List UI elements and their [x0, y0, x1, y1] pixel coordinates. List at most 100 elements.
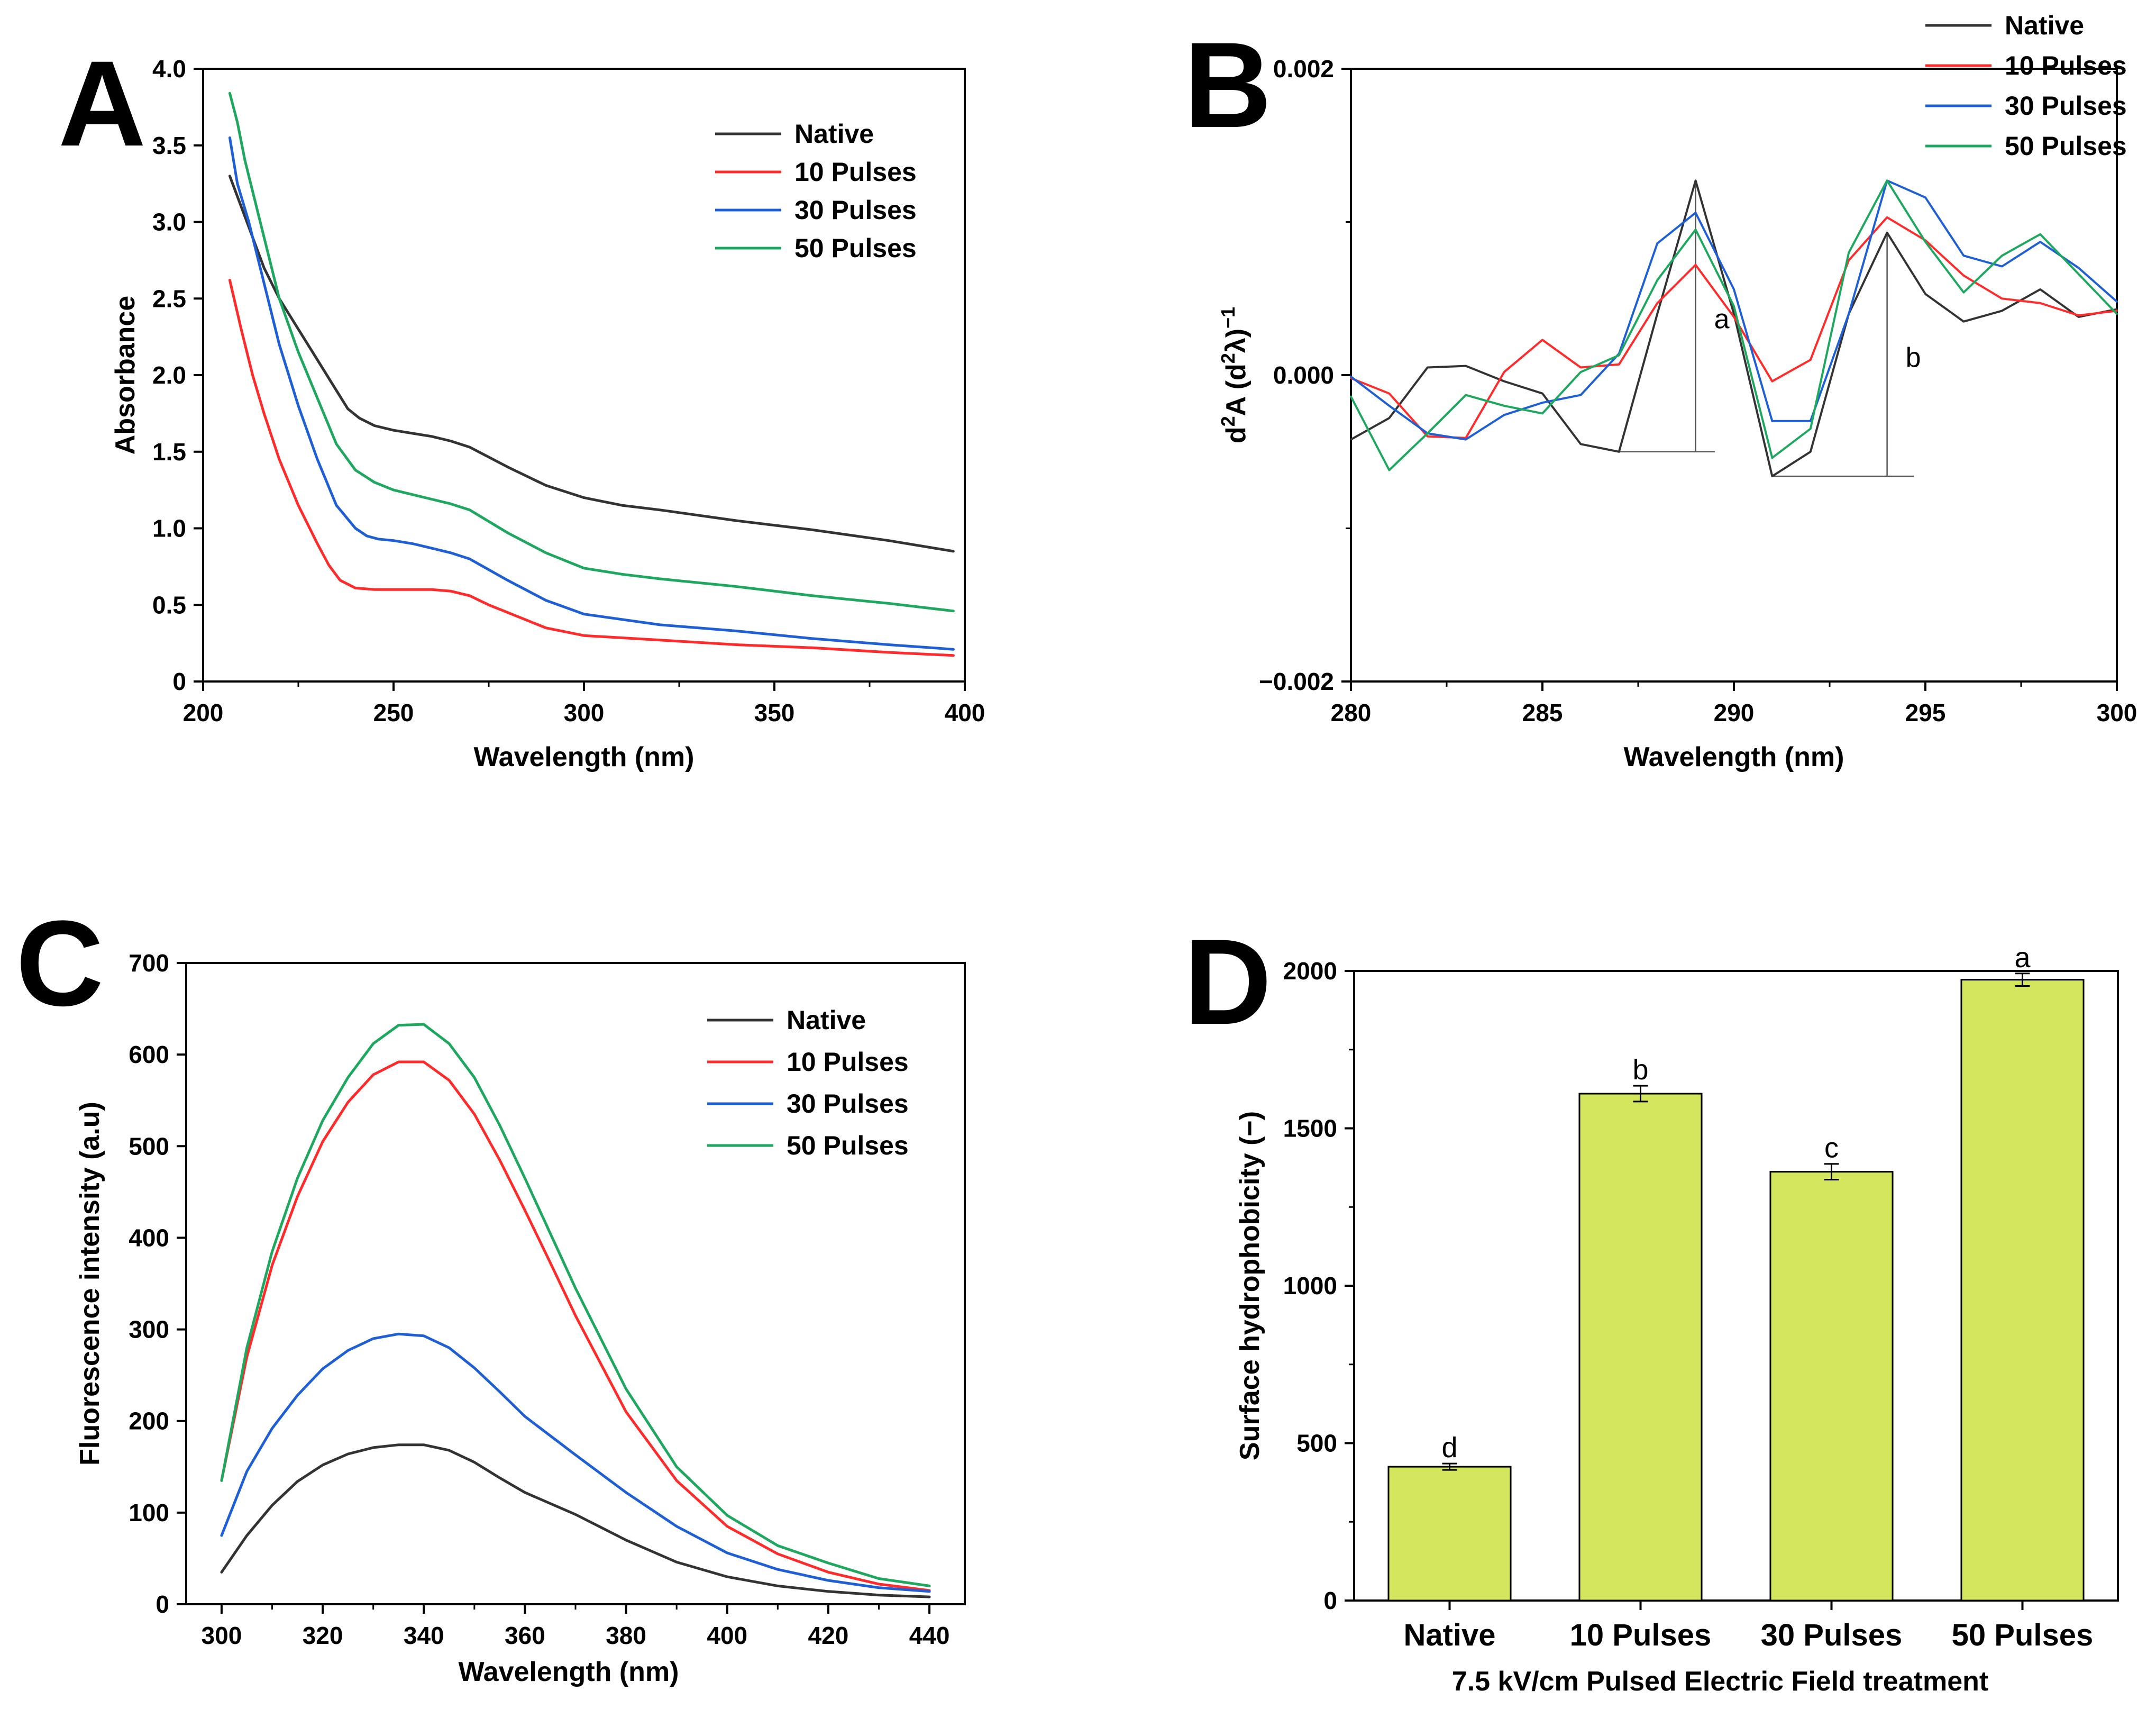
x-tick-label: 400: [707, 1622, 747, 1649]
legend-label: Native: [794, 119, 874, 149]
chart-panel-a: A 200 250 300 350 400 0 0.5 1.0 1.5 2.0 2.5 3.0 3.5 4.…: [58, 35, 985, 772]
y-tick-label: 2.5: [152, 285, 186, 312]
legend-label: 10 Pulses: [2005, 51, 2127, 80]
x-tick-label: 420: [808, 1622, 849, 1649]
legend-label: 50 Pulses: [794, 233, 917, 263]
panel-letter: B: [1184, 17, 1272, 153]
y-tick-label: 500: [1296, 1430, 1337, 1457]
panel-letter: D: [1184, 914, 1272, 1050]
series-line-30-pulses: [228, 136, 955, 651]
y-axis-title-superscript: 2: [1217, 416, 1239, 426]
x-tick-label: 200: [183, 699, 224, 726]
y-tick-label: 0: [1323, 1587, 1337, 1614]
legend-label: Native: [2005, 11, 2084, 40]
y-tick-label: 0: [172, 668, 186, 695]
y-axis-title-part: d: [1221, 426, 1251, 443]
y-tick-label: 100: [129, 1499, 169, 1526]
y-tick-label: 500: [129, 1132, 169, 1160]
panel-letter: A: [58, 35, 146, 171]
significance-letter: b: [1632, 1054, 1648, 1086]
y-tick-label: 3.0: [152, 208, 186, 236]
x-tick-label: 295: [1905, 699, 1946, 726]
series-line-10-pulses: [1350, 216, 2118, 439]
panel-letter: C: [16, 895, 104, 1031]
x-tick-label: 350: [754, 699, 795, 726]
series-line-50-pulses: [220, 1023, 931, 1587]
x-tick-label: 400: [945, 699, 985, 726]
x-tick-label: 300: [202, 1622, 242, 1649]
series-line-10-pulses: [228, 279, 955, 657]
y-tick-label: 0.002: [1273, 55, 1334, 83]
x-axis-title: Wavelength (nm): [474, 742, 695, 772]
x-tick-label: 290: [1714, 699, 1755, 726]
y-axis-title-part: λ): [1221, 329, 1251, 353]
series-line-50-pulses: [1350, 179, 2118, 471]
y-tick-label: 2.0: [152, 361, 186, 389]
category-label: 10 Pulses: [1570, 1618, 1712, 1652]
y-tick-label: 4.0: [152, 55, 186, 83]
y-axis-title: Fluorescence intensity (a.u): [75, 1102, 105, 1466]
legend-label: 50 Pulses: [787, 1131, 909, 1160]
x-tick-label: 320: [303, 1622, 343, 1649]
y-axis-title-superscript: 2: [1217, 353, 1239, 363]
y-axis-title: Absorbance: [110, 296, 141, 455]
x-tick-label: 250: [373, 699, 414, 726]
legend-label: 30 Pulses: [787, 1089, 909, 1119]
series-line-30-pulses: [220, 1332, 931, 1593]
y-tick-label: 1.5: [152, 438, 186, 466]
series-line-50-pulses: [228, 92, 955, 613]
significance-letter: c: [1824, 1132, 1839, 1164]
y-tick-label: 300: [129, 1316, 169, 1343]
legend-label: 30 Pulses: [794, 195, 917, 225]
x-tick-label: 380: [606, 1622, 646, 1649]
series-line-native: [1350, 179, 2118, 478]
significance-letter: a: [2014, 942, 2031, 974]
category-label: Native: [1403, 1618, 1495, 1652]
bar: [1960, 979, 2085, 1602]
legend-label: 10 Pulses: [787, 1047, 909, 1077]
x-axis-title: 7.5 kV/cm Pulsed Electric Field treatmen…: [1452, 1666, 1988, 1697]
legend-label: Native: [787, 1005, 866, 1035]
x-tick-label: 285: [1522, 699, 1563, 726]
category-label: 50 Pulses: [1952, 1618, 2094, 1652]
y-tick-label: 2000: [1283, 957, 1337, 985]
x-tick-label: 280: [1331, 699, 1372, 726]
y-tick-label: 400: [129, 1224, 169, 1251]
bar: [1578, 1093, 1703, 1602]
y-tick-label: −0.002: [1259, 668, 1334, 695]
legend-label: 50 Pulses: [2005, 131, 2127, 161]
x-tick-label: 340: [404, 1622, 444, 1649]
category-label: 30 Pulses: [1761, 1618, 1903, 1652]
x-axis-title: Wavelength (nm): [1624, 742, 1844, 772]
x-axis-title: Wavelength (nm): [459, 1657, 679, 1687]
y-tick-label: 1500: [1283, 1115, 1337, 1142]
y-axis-title: d2A (d2λ)−1: [1217, 307, 1252, 443]
significance-letter: d: [1441, 1432, 1457, 1463]
legend-label: 30 Pulses: [2005, 91, 2127, 121]
chart-panel-d: D 0 500 1000 1500 2000 d Native b 10 Pulses c 30 Pu…: [1184, 914, 2119, 1697]
y-axis-title-part: A (d: [1221, 363, 1251, 416]
series-line-native: [220, 1443, 931, 1598]
y-tick-label: 0.5: [152, 591, 186, 619]
y-axis-title: Surface hydrophobicity (−): [1235, 1111, 1265, 1460]
y-tick-label: 600: [129, 1041, 169, 1068]
y-tick-label: 700: [129, 949, 169, 977]
y-tick-label: 1000: [1283, 1272, 1337, 1299]
legend-label: 10 Pulses: [794, 157, 917, 187]
annotation-label: b: [1906, 342, 1921, 373]
bar: [1387, 1466, 1512, 1602]
y-tick-label: 1.0: [152, 515, 186, 542]
series-line-30-pulses: [1350, 179, 2118, 441]
chart-panel-c: C 300 320 340 360 380 400 420 440 0 100 200 300 400 50…: [16, 895, 966, 1687]
series-line-10-pulses: [220, 1060, 931, 1592]
x-tick-label: 440: [909, 1622, 950, 1649]
y-tick-label: 3.5: [152, 132, 186, 159]
y-tick-label: 200: [129, 1407, 169, 1435]
y-tick-label: 0: [156, 1590, 169, 1618]
x-tick-label: 300: [2097, 699, 2137, 726]
y-axis-title-superscript: −1: [1217, 307, 1239, 329]
y-tick-label: 0.000: [1273, 361, 1334, 389]
x-tick-label: 360: [505, 1622, 545, 1649]
